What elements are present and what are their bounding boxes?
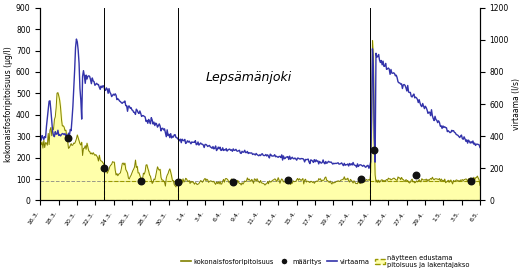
Y-axis label: kokonaisfosforipitoisuus (μg/l): kokonaisfosforipitoisuus (μg/l): [4, 46, 13, 162]
Point: [467, 179, 475, 183]
Bar: [370, 181, 489, 201]
Text: Lepsämänjoki: Lepsämänjoki: [205, 70, 291, 83]
Legend: kokonaisfosforipitoisuus, määritys, virtaama, näytteen edustama
pitoisuus ja lak: kokonaisfosforipitoisuus, määritys, virt…: [181, 255, 470, 268]
Point: [284, 178, 292, 182]
Y-axis label: virtaama (l/s): virtaama (l/s): [512, 78, 521, 130]
Point: [64, 136, 72, 141]
Bar: [104, 181, 177, 201]
Point: [137, 179, 145, 183]
Point: [370, 148, 378, 152]
Point: [228, 180, 237, 185]
Point: [100, 166, 109, 170]
Point: [356, 177, 365, 181]
Point: [173, 180, 182, 185]
Point: [412, 173, 420, 177]
